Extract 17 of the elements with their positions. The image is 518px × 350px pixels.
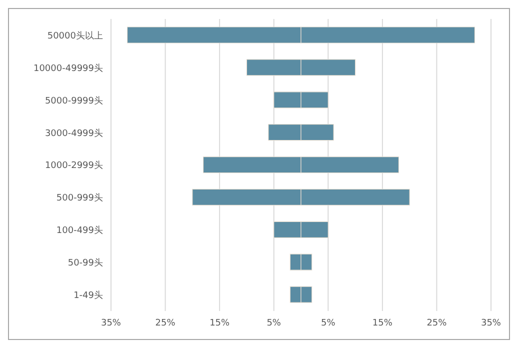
y-tick-label: 10000-49999头 <box>33 62 103 74</box>
y-tick-label: 50-99头 <box>68 258 103 269</box>
x-tick-label: 15% <box>210 318 230 328</box>
y-tick-label: 100-499头 <box>56 225 103 236</box>
y-tick-label: 5000-9999头 <box>44 95 103 106</box>
y-tick-label: 3000-4999头 <box>44 128 103 139</box>
x-tick-label: 35% <box>480 318 502 328</box>
y-tick-label: 500-999头 <box>56 192 103 204</box>
y-tick-label: 50000头以上 <box>47 30 103 42</box>
y-tick-label: 1000-2999头 <box>44 160 103 172</box>
x-tick-label: 5% <box>266 318 282 328</box>
x-tick-label: 15% <box>372 318 393 328</box>
x-tick-label: 25% <box>155 318 176 328</box>
y-tick-label: 1-49头 <box>74 290 103 301</box>
x-tick-label: 5% <box>321 318 336 328</box>
x-tick-label: 35% <box>100 318 122 328</box>
x-tick-label: 25% <box>426 318 448 328</box>
